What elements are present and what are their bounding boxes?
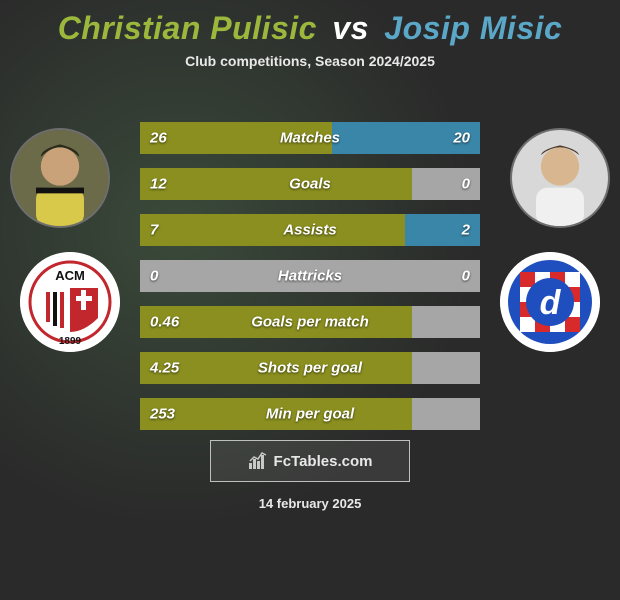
svg-text:ACM: ACM (55, 268, 85, 283)
stat-value-left: 7 (150, 222, 158, 239)
stat-row: Shots per goal 4.25 (140, 352, 480, 384)
stat-label: Matches (280, 130, 340, 147)
svg-text:1899: 1899 (59, 336, 82, 347)
player1-avatar (10, 128, 110, 228)
stat-value-right: 20 (453, 130, 470, 147)
stat-row: Goals per match 0.46 (140, 306, 480, 338)
stat-value-left: 26 (150, 130, 167, 147)
comparison-bars: Matches2620Goals120Assists72Hattricks00G… (140, 122, 480, 444)
stat-value-left: 4.25 (150, 360, 179, 377)
player2-club-badge: d (500, 252, 600, 352)
subtitle: Club competitions, Season 2024/2025 (0, 53, 620, 69)
stat-value-right: 2 (462, 222, 470, 239)
stat-row: Assists 7 2 (140, 214, 480, 246)
stat-row: Hattricks 0 0 (140, 260, 480, 292)
stat-label: Min per goal (266, 406, 354, 423)
stat-fill-left (140, 168, 412, 200)
stat-value-right: 0 (462, 176, 470, 193)
player1-name: Christian Pulisic (58, 10, 317, 46)
stat-row: Min per goal 253 (140, 398, 480, 430)
stat-label: Shots per goal (258, 360, 362, 377)
date-label: 14 february 2025 (259, 496, 362, 511)
comparison-title: Christian Pulisic vs Josip Misic (0, 0, 620, 47)
svg-text:d: d (540, 284, 562, 322)
stat-value-left: 253 (150, 406, 175, 423)
brand-box: FcTables.com (210, 440, 410, 482)
stat-label: Assists (283, 222, 336, 239)
stat-fill-left (140, 214, 405, 246)
player2-name: Josip Misic (384, 10, 562, 46)
stat-row: Goals 12 0 (140, 168, 480, 200)
stat-label: Goals per match (251, 314, 369, 331)
brand-text: FcTables.com (274, 453, 373, 470)
stat-value-left: 0.46 (150, 314, 179, 331)
stat-value-left: 0 (150, 268, 158, 285)
stat-value-right: 0 (462, 268, 470, 285)
stat-label: Hattricks (278, 268, 342, 285)
stat-value-left: 12 (150, 176, 167, 193)
player1-club-badge: ACM 1899 (20, 252, 120, 352)
vs-label: vs (332, 10, 369, 46)
stat-row: Matches 26 20 (140, 122, 480, 154)
player2-avatar (510, 128, 610, 228)
stat-label: Goals (289, 176, 331, 193)
brand-logo-icon (248, 451, 268, 471)
